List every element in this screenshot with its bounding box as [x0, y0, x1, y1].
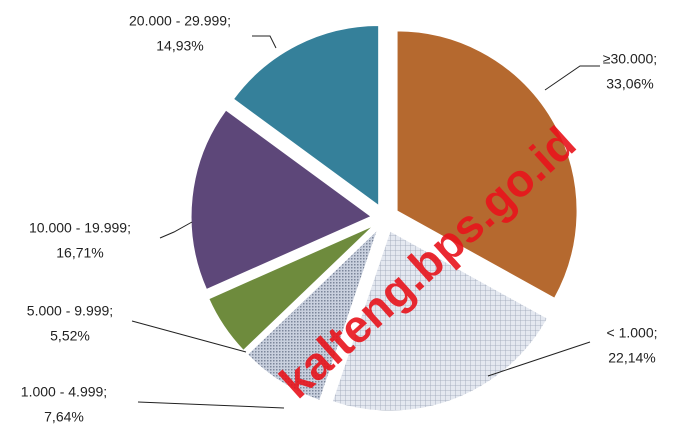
slice-label: 10.000 - 19.999;	[29, 220, 131, 236]
pie-slice	[246, 229, 378, 401]
slice-value-label: 33,06%	[606, 76, 653, 92]
slices	[190, 25, 578, 412]
leader-line	[159, 221, 193, 239]
pie-slice	[396, 30, 578, 299]
leader-lines	[131, 35, 600, 409]
pie-slice	[208, 225, 374, 352]
slice-value-label: 22,14%	[608, 350, 655, 366]
slice-value-label: 5,52%	[50, 328, 90, 344]
slice-label: 5.000 - 9.999;	[27, 303, 113, 319]
slice-label: 1.000 - 4.999;	[21, 384, 107, 400]
pie-slice	[331, 230, 549, 412]
slice-value-label: 16,71%	[56, 245, 103, 261]
pie-slice	[232, 25, 380, 207]
slice-label: < 1.000;	[607, 325, 658, 341]
slice-label: 20.000 - 29.999;	[129, 13, 231, 29]
leader-line	[252, 35, 277, 49]
leader-line	[544, 65, 600, 91]
leader-line	[137, 401, 285, 409]
pie-slice	[190, 109, 373, 291]
slice-value-label: 7,64%	[44, 409, 84, 425]
leader-line	[487, 341, 591, 377]
slice-label: ≥30.000;	[603, 51, 657, 67]
slice-value-label: 14,93%	[156, 38, 203, 54]
leader-line	[131, 320, 247, 353]
